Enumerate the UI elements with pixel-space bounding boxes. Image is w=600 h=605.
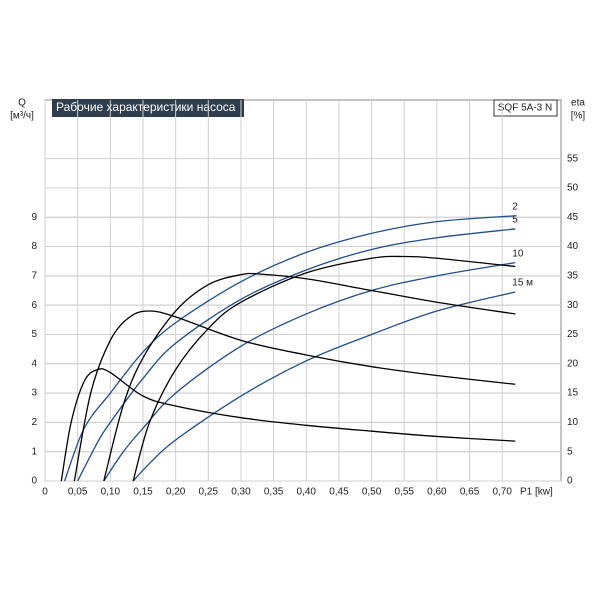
x-tick-label: 0,65	[460, 487, 480, 498]
y-label: Q	[18, 98, 26, 109]
x-tick-label: 0,45	[329, 487, 349, 498]
x-tick-label: 0,15	[133, 487, 153, 498]
x-tick-label: 0,60	[427, 487, 447, 498]
x-tick-label: 0	[42, 487, 48, 498]
y2-tick-label: 40	[567, 241, 579, 252]
model-box	[493, 99, 558, 117]
y2-tick-label: 50	[567, 183, 579, 194]
y2-label: eta	[571, 98, 585, 109]
title-box	[52, 99, 244, 117]
y-tick-label: 5	[31, 329, 37, 340]
chart-title: Рабочие характеристики насоса	[56, 100, 236, 114]
x-tick-label: 0,50	[362, 487, 382, 498]
x-tick-label: 0,05	[68, 487, 88, 498]
y2-tick-label: 30	[567, 300, 579, 311]
curve-label: 10	[512, 248, 524, 259]
y-tick-label: 0	[31, 476, 37, 487]
curve	[103, 272, 516, 482]
y-tick-label: 2	[31, 417, 37, 428]
y-tick-label: 3	[31, 388, 37, 399]
x-tick-label: 0,70	[492, 487, 512, 498]
y2-tick-label: 5	[567, 446, 573, 457]
x-tick-label: 0,20	[166, 487, 186, 498]
curve	[73, 310, 516, 482]
model: SQF 5A-3 N	[498, 103, 552, 114]
curve	[63, 215, 516, 482]
y2-tick-label: 0	[567, 476, 573, 487]
x-tick-label: 0,55	[395, 487, 415, 498]
curve-label: 2	[512, 201, 518, 212]
y-tick-label: 9	[31, 212, 37, 223]
curve	[103, 262, 516, 482]
y-tick-label: 8	[31, 241, 37, 252]
y2-tick-label: 20	[567, 358, 579, 369]
y2-tick-label: 45	[567, 212, 579, 223]
curve-label: 15 м	[512, 278, 533, 289]
curve	[132, 255, 516, 482]
y2-tick-label: 10	[567, 417, 579, 428]
y2-tick-label: 55	[567, 153, 579, 164]
y-tick-label: 6	[31, 300, 37, 311]
y-tick-label: 7	[31, 270, 37, 281]
plot-frame	[44, 99, 562, 482]
curve	[77, 228, 516, 482]
y2-unit: [%]	[571, 111, 586, 122]
x-tick-label: 0,30	[231, 487, 251, 498]
curve	[60, 368, 516, 482]
x-tick-label: 0,10	[101, 487, 121, 498]
y-unit: [м³/ч]	[10, 111, 34, 122]
x-label: P1 [kw]	[520, 487, 553, 498]
y2-tick-label: 15	[567, 388, 579, 399]
x-tick-label: 0,35	[264, 487, 284, 498]
curve	[132, 291, 516, 482]
y-tick-label: 4	[31, 358, 37, 369]
y2-tick-label: 35	[567, 270, 579, 281]
x-tick-label: 0,25	[199, 487, 219, 498]
y-tick-label: 1	[31, 446, 37, 457]
y2-tick-label: 25	[567, 329, 579, 340]
x-tick-label: 0,40	[297, 487, 317, 498]
curve-label: 5	[512, 215, 518, 226]
